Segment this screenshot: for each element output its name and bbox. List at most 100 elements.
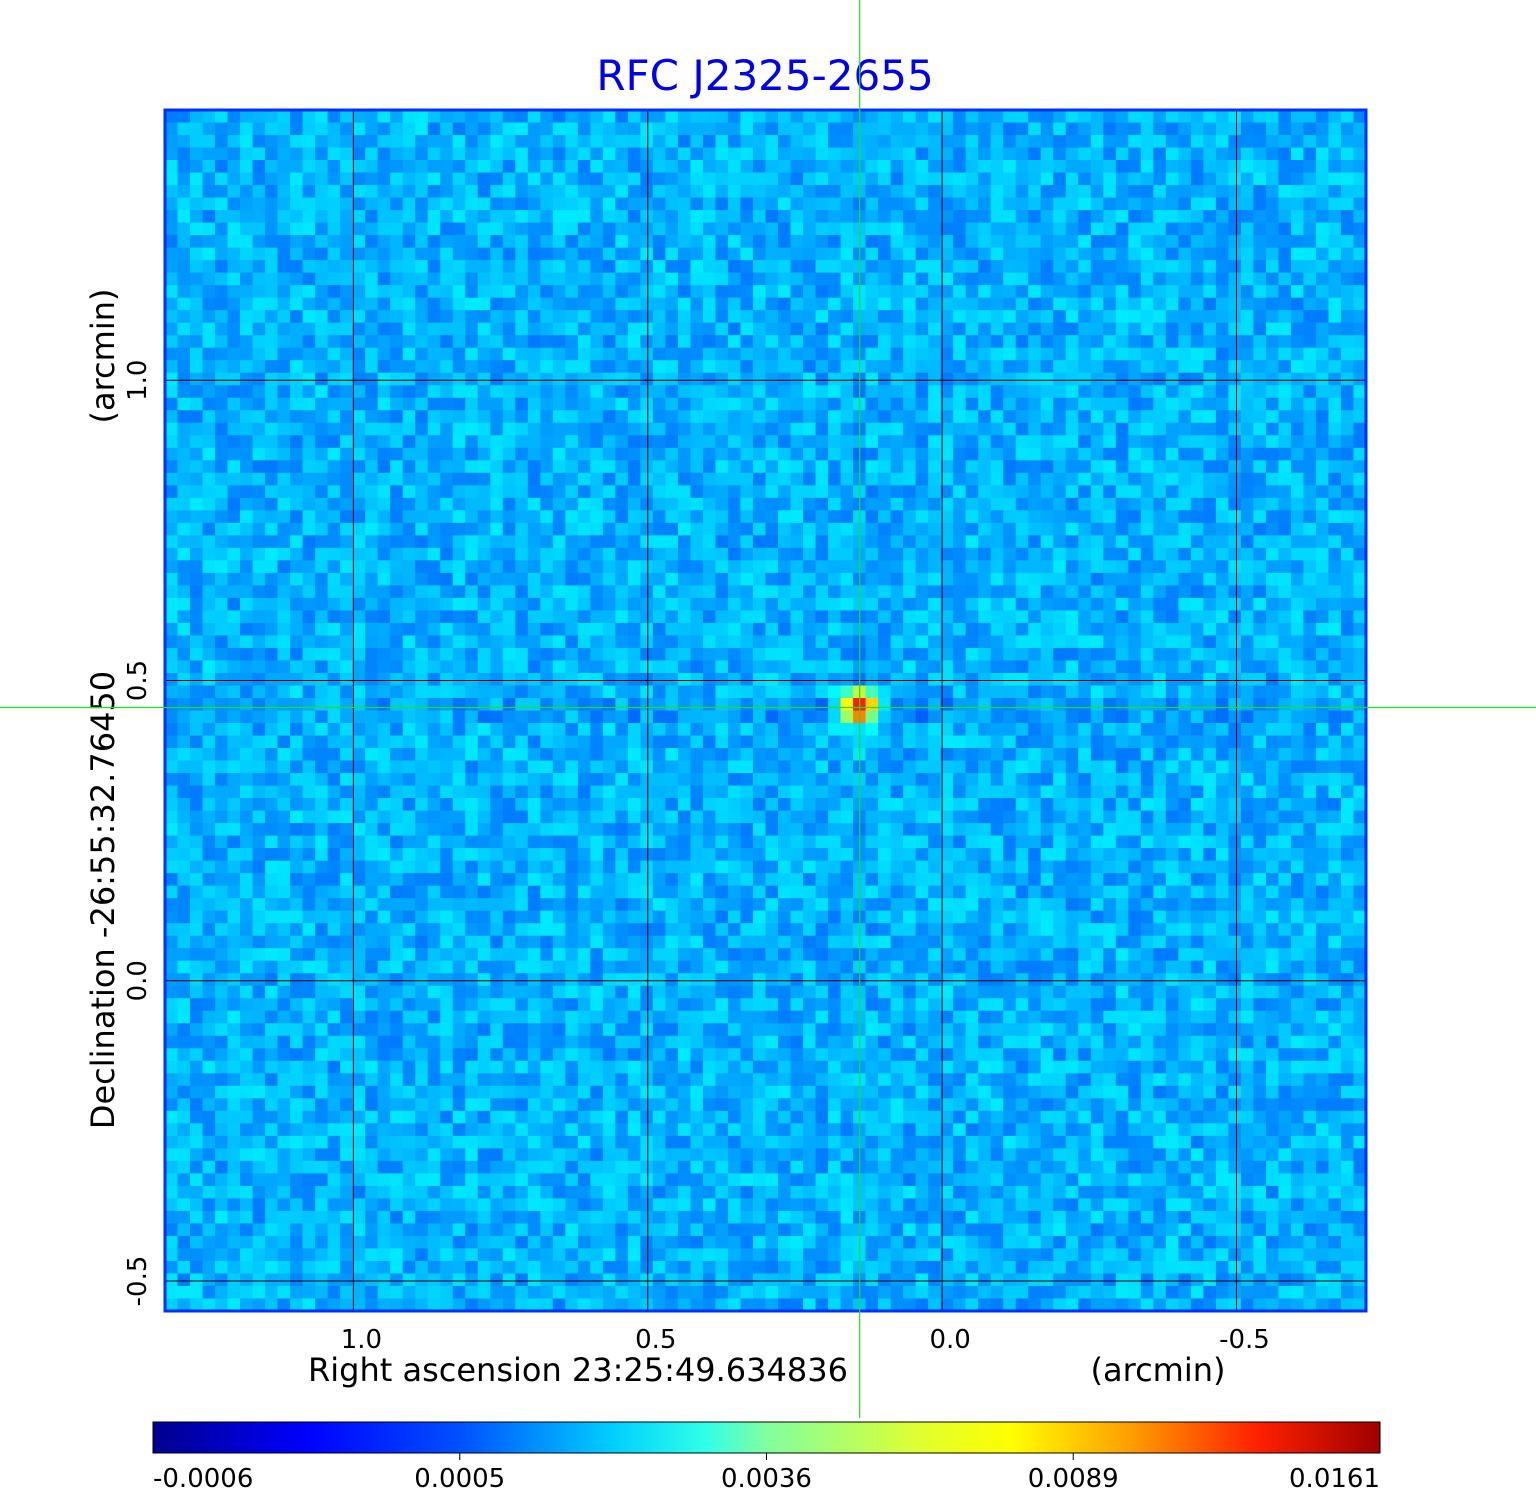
image-pixel	[840, 222, 854, 236]
image-pixel	[352, 635, 366, 649]
image-pixel	[190, 760, 204, 774]
image-pixel	[1303, 435, 1317, 449]
image-pixel	[1015, 347, 1029, 361]
image-pixel	[1278, 147, 1292, 161]
image-pixel	[677, 410, 692, 424]
image-pixel	[190, 697, 204, 712]
image-pixel	[602, 172, 616, 186]
image-pixel	[440, 160, 454, 174]
image-pixel	[390, 160, 404, 174]
image-pixel	[302, 447, 316, 461]
image-pixel	[277, 322, 291, 336]
image-pixel	[940, 147, 954, 161]
image-pixel	[1103, 697, 1117, 712]
image-pixel	[415, 497, 429, 511]
image-pixel	[602, 347, 616, 361]
image-pixel	[390, 447, 404, 461]
image-pixel	[352, 122, 366, 136]
image-pixel	[615, 447, 629, 461]
image-pixel	[928, 472, 942, 486]
image-pixel	[903, 622, 917, 637]
image-pixel	[1203, 660, 1217, 674]
image-pixel	[165, 235, 179, 249]
image-pixel	[665, 160, 679, 174]
image-pixel	[352, 660, 366, 674]
image-pixel	[878, 710, 892, 724]
image-pixel	[1078, 572, 1092, 586]
image-pixel	[427, 135, 441, 149]
image-pixel	[215, 247, 229, 261]
image-pixel	[715, 547, 729, 561]
image-pixel	[365, 422, 379, 436]
image-pixel	[940, 460, 954, 474]
image-pixel	[702, 697, 717, 712]
image-pixel	[1215, 247, 1229, 261]
image-pixel	[215, 135, 229, 149]
image-pixel	[1340, 723, 1355, 737]
image-pixel	[315, 748, 329, 762]
image-pixel	[540, 272, 554, 286]
image-pixel	[227, 360, 241, 374]
image-pixel	[740, 510, 754, 524]
image-pixel	[465, 748, 479, 762]
image-pixel	[465, 160, 479, 174]
image-pixel	[1053, 135, 1067, 149]
image-pixel	[190, 322, 204, 336]
image-pixel	[352, 410, 366, 424]
image-pixel	[915, 272, 929, 286]
image-pixel	[1340, 347, 1355, 361]
image-pixel	[1215, 235, 1229, 249]
image-pixel	[452, 447, 466, 461]
image-pixel	[477, 622, 491, 637]
image-pixel	[715, 447, 729, 461]
image-pixel	[1215, 372, 1229, 386]
image-pixel	[715, 135, 729, 149]
image-pixel	[215, 610, 229, 624]
image-pixel	[377, 135, 391, 149]
image-pixel	[527, 372, 541, 386]
image-pixel	[740, 272, 754, 286]
image-pixel	[1190, 247, 1204, 261]
image-pixel	[1115, 472, 1129, 486]
image-pixel	[890, 410, 904, 424]
image-pixel	[390, 135, 404, 149]
image-pixel	[1065, 572, 1079, 586]
image-pixel	[778, 410, 792, 424]
image-pixel	[1090, 222, 1104, 236]
image-pixel	[1228, 347, 1242, 361]
image-pixel	[527, 460, 541, 474]
image-pixel	[327, 647, 341, 662]
image-pixel	[815, 297, 829, 311]
image-pixel	[1278, 135, 1292, 149]
image-pixel	[715, 535, 729, 549]
image-pixel	[1040, 723, 1054, 737]
image-pixel	[1328, 172, 1342, 186]
image-pixel	[1328, 660, 1342, 674]
image-pixel	[540, 310, 554, 324]
image-pixel	[665, 235, 679, 249]
image-pixel	[1290, 685, 1305, 699]
image-pixel	[440, 247, 454, 261]
image-pixel	[352, 622, 366, 637]
image-pixel	[240, 310, 254, 324]
image-pixel	[1290, 572, 1305, 586]
image-pixel	[440, 460, 454, 474]
image-pixel	[290, 723, 304, 737]
image-pixel	[515, 385, 529, 399]
image-pixel	[1328, 260, 1342, 274]
image-pixel	[915, 397, 929, 411]
image-pixel	[252, 335, 266, 349]
image-pixel	[390, 297, 404, 311]
image-pixel	[1228, 122, 1242, 136]
image-pixel	[978, 748, 992, 762]
image-pixel	[277, 422, 291, 436]
image-pixel	[1103, 247, 1117, 261]
image-pixel	[928, 122, 942, 136]
image-pixel	[415, 285, 429, 299]
image-pixel	[828, 685, 842, 699]
image-pixel	[1215, 585, 1229, 599]
image-pixel	[465, 347, 479, 361]
image-pixel	[202, 522, 216, 536]
image-pixel	[1328, 672, 1342, 687]
image-pixel	[290, 485, 304, 499]
